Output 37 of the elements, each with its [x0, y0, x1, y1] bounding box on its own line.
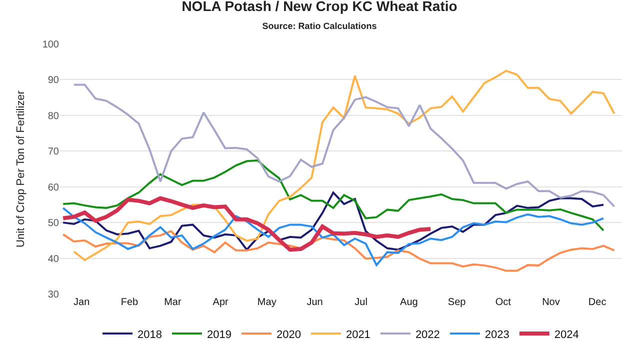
legend-label: 2021	[346, 328, 370, 341]
line-series	[72, 84, 616, 208]
legend-label: 2023	[484, 328, 510, 341]
x-tick-label: Mar	[164, 297, 182, 308]
line-series	[62, 230, 616, 272]
x-tick-label: May	[257, 297, 276, 308]
line-series	[62, 206, 604, 266]
line-series	[62, 192, 604, 251]
y-tick-label: 80	[48, 110, 60, 122]
line-series	[62, 159, 604, 232]
y-tick-label: 50	[48, 218, 60, 230]
chart-title: NOLA Potash / New Crop KC Wheat Ratio	[182, 0, 458, 14]
y-tick-label: 90	[48, 75, 60, 86]
x-tick-label: Nov	[542, 297, 560, 308]
x-tick-label: Oct	[495, 297, 512, 308]
legend-label: 2018	[138, 328, 162, 341]
line-series	[72, 70, 616, 262]
legend-label: 2022	[415, 328, 440, 341]
y-tick-label: 100	[42, 40, 60, 50]
y-tick-label: 60	[48, 182, 60, 194]
chart-subtitle: Source: Ratio Calculations	[262, 21, 377, 31]
legend-label: 2024	[554, 328, 579, 341]
y-tick-label: 40	[48, 254, 60, 265]
line-series	[61, 196, 433, 252]
legend-label: 2019	[206, 328, 232, 341]
y-tick-label: 70	[48, 146, 60, 158]
x-tick-label: Apr	[212, 297, 230, 308]
x-tick-label: Dec	[588, 297, 606, 308]
y-tick-label: 30	[48, 290, 60, 300]
x-tick-label: Jan	[74, 297, 90, 308]
x-tick-label: Jul	[354, 297, 368, 308]
x-tick-label: Feb	[120, 297, 139, 308]
legend-label: 2020	[276, 328, 301, 341]
y-axis-title: Unit of Crop Per Ton of Fertilizer	[14, 90, 27, 248]
x-tick-label: Jun	[306, 297, 323, 308]
x-tick-label: Aug	[400, 297, 418, 308]
x-tick-label: Sep	[448, 297, 466, 308]
